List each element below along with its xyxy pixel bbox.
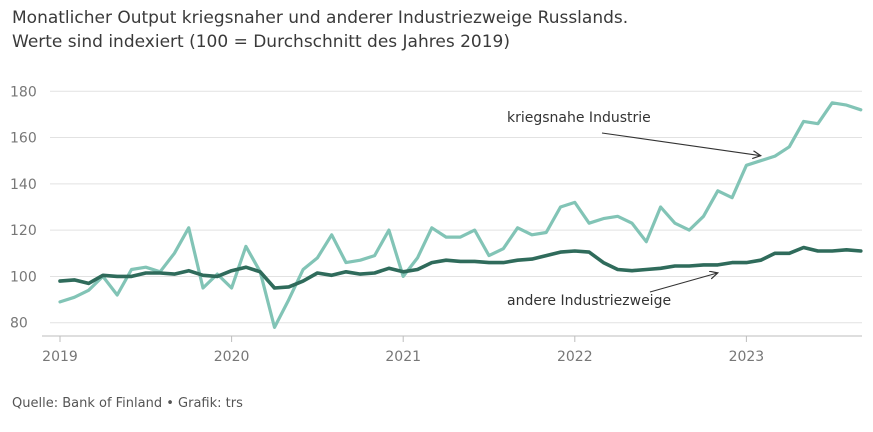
y-tick-label: 160 [10, 131, 37, 147]
series-line-kriegsnahe-industrie [58, 101, 863, 329]
annotation-arrow [649, 273, 718, 293]
axes: 80 100 120 140 160 180 2019 2020 2021 2022 2023 [10, 84, 862, 365]
annotation-arrow [601, 132, 761, 156]
chart-subtitle: Werte sind indexiert (100 = Durchschnitt… [12, 32, 510, 52]
chart-title: Monatlicher Output kriegsnaher und ander… [12, 8, 629, 28]
y-tick-label: 80 [10, 316, 28, 332]
source-note: Quelle: Bank of Finland • Grafik: trs [12, 396, 243, 411]
y-tick-label: 140 [10, 177, 37, 193]
title-block: Monatlicher Output kriegsnaher und ander… [12, 6, 628, 54]
annotation-label-kriegsnahe-industrie: kriegsnahe Industrie [507, 110, 651, 126]
x-tick-label: 2021 [385, 349, 421, 365]
y-tick-label: 180 [10, 84, 37, 100]
gridlines [50, 90, 862, 324]
y-tick-label: 100 [10, 269, 37, 285]
annotation-label-andere-industriezweige: andere Industriezweige [507, 293, 671, 309]
series-line-andere-industriezweige [58, 245, 863, 290]
series-lines [58, 101, 863, 329]
x-tick-label: 2019 [42, 349, 78, 365]
x-tick-label: 2020 [214, 349, 250, 365]
y-tick-label: 120 [10, 223, 37, 239]
annotations: kriegsnahe Industrie andere Industriezwei… [507, 110, 761, 309]
x-tick-label: 2022 [557, 349, 593, 365]
x-tick-label: 2023 [729, 349, 765, 365]
